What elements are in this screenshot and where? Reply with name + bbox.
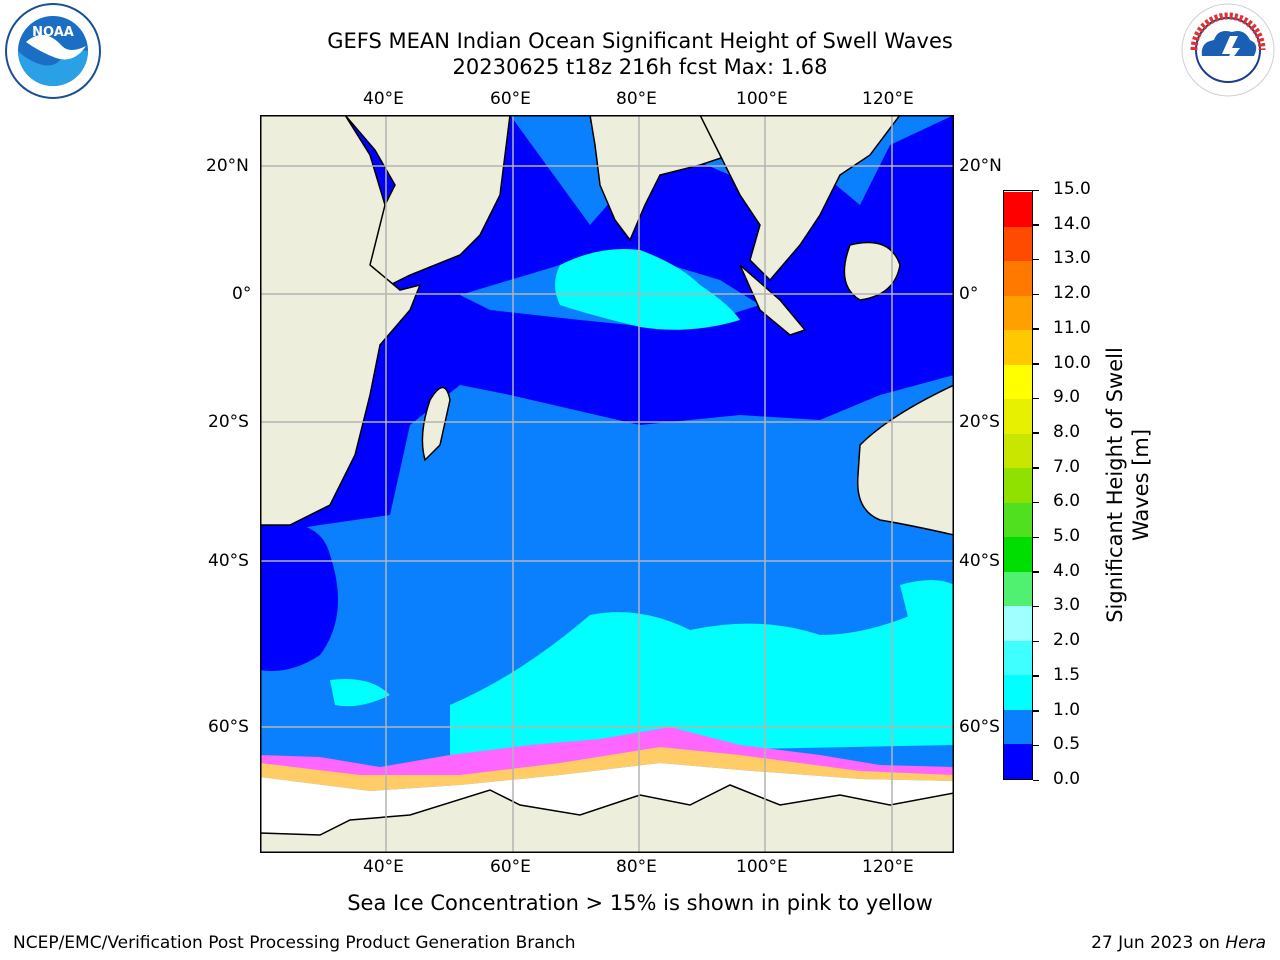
colorbar-label-line2: Waves [m] xyxy=(1129,428,1153,542)
colorbar-segment xyxy=(1004,605,1032,641)
colorbar-segment xyxy=(1004,536,1032,572)
map-title: GEFS MEAN Indian Ocean Significant Heigh… xyxy=(327,29,953,53)
noaa-logo-text: NOAA xyxy=(32,25,74,40)
colorbar xyxy=(1003,190,1033,780)
nws-logo xyxy=(1181,3,1275,97)
colorbar-tick-label: 15.0 xyxy=(1053,179,1091,199)
colorbar-tick-label: 5.0 xyxy=(1053,526,1081,547)
lon-label-bottom-120e: 120°E xyxy=(862,857,914,877)
map-subtitle: 20230625 t18z 216h fcst Max: 1.68 xyxy=(452,55,828,79)
lat-label-left-20s: 20°S xyxy=(208,412,249,432)
colorbar-tick-label: 2.0 xyxy=(1053,630,1081,651)
lon-label-bottom-60e: 60°E xyxy=(490,857,531,877)
map-frame xyxy=(260,115,954,853)
deep-blue-southwest xyxy=(260,523,338,671)
colorbar-tick-mark xyxy=(1033,536,1039,539)
lat-label-right-20s: 20°S xyxy=(959,412,1000,432)
footer-date-text: 27 Jun 2023 on xyxy=(1091,933,1226,953)
colorbar-tick-labels: 0.0 0.5 1.0 1.5 2.0 3.0 4.0 5.0 6.0 7.0 8.0 9.0 10.0… xyxy=(1033,179,1113,789)
colorbar-tick-mark xyxy=(1033,224,1039,226)
colorbar-tick-label: 13.0 xyxy=(1053,248,1091,269)
lon-label-top-80e: 80°E xyxy=(616,89,657,109)
colorbar-tick-label: 1.0 xyxy=(1053,699,1081,720)
colorbar-tick-label: 0.5 xyxy=(1053,734,1081,755)
cyan-south-small xyxy=(330,679,390,707)
colorbar-segment xyxy=(1004,260,1032,296)
colorbar-segment xyxy=(1004,226,1032,262)
colorbar-tick-label: 12.0 xyxy=(1053,283,1091,304)
lat-label-right-60s: 60°S xyxy=(959,717,1000,737)
colorbar-segment xyxy=(1004,502,1032,538)
colorbar-segment xyxy=(1004,674,1032,710)
colorbar-tick-label: 7.0 xyxy=(1053,456,1081,477)
lon-label-top-120e: 120°E xyxy=(862,89,914,109)
colorbar-tick-label: 9.0 xyxy=(1053,387,1081,408)
colorbar-tick-mark xyxy=(1033,571,1039,573)
colorbar-tick-mark xyxy=(1033,710,1039,712)
colorbar-tick-mark xyxy=(1033,397,1039,400)
colorbar-tick-label: 14.0 xyxy=(1053,213,1091,234)
lon-label-top-40e: 40°E xyxy=(363,89,404,109)
colorbar-segment xyxy=(1004,329,1032,365)
colorbar-segment xyxy=(1004,640,1032,676)
colorbar-tick-mark xyxy=(1033,779,1039,781)
cyan-equator xyxy=(555,249,740,330)
map-gridlines xyxy=(260,115,954,853)
colorbar-segment xyxy=(1004,709,1032,745)
lon-label-top-100e: 100°E xyxy=(736,89,788,109)
colorbar-tick-mark xyxy=(1033,189,1039,191)
colorbar-tick-label: 4.0 xyxy=(1053,560,1081,581)
cyan-south-east xyxy=(900,580,954,655)
colorbar-tick-mark xyxy=(1033,432,1039,434)
lon-label-bottom-40e: 40°E xyxy=(363,857,404,877)
lat-label-right-40s: 40°S xyxy=(959,551,1000,571)
footer-host: Hera xyxy=(1225,933,1266,953)
footer-branch: NCEP/EMC/Verification Post Processing Pr… xyxy=(13,933,576,953)
colorbar-segment xyxy=(1004,295,1032,331)
lon-label-top-60e: 60°E xyxy=(490,89,531,109)
colorbar-tick-label: 1.5 xyxy=(1053,664,1081,685)
lat-label-left-20n: 20°N xyxy=(206,156,249,176)
land-southeast-asia xyxy=(699,115,901,282)
lon-label-bottom-80e: 80°E xyxy=(616,857,657,877)
colorbar-tick-mark xyxy=(1033,744,1039,747)
sea-ice-edge-yellow xyxy=(260,747,954,791)
colorbar-label-line1: Significant Height of Swell xyxy=(1103,347,1127,623)
lat-label-left-0: 0° xyxy=(232,284,252,304)
land-antarctica xyxy=(260,784,954,853)
colorbar-tick-mark xyxy=(1033,675,1039,677)
colorbar-tick-label: 11.0 xyxy=(1053,317,1091,338)
colorbar-tick-mark xyxy=(1033,293,1039,296)
lat-label-left-40s: 40°S xyxy=(208,551,249,571)
colorbar-tick-mark xyxy=(1033,605,1039,608)
colorbar-tick-mark xyxy=(1033,467,1039,469)
colorbar-tick-label: 10.0 xyxy=(1053,352,1091,373)
lat-label-right-0: 0° xyxy=(959,284,979,304)
colorbar-tick-label: 8.0 xyxy=(1053,421,1081,442)
colorbar-segment xyxy=(1004,433,1032,469)
colorbar-tick-label: 0.0 xyxy=(1053,769,1081,789)
lat-label-right-20n: 20°N xyxy=(959,156,1002,176)
colorbar-segment xyxy=(1004,364,1032,400)
footer-date: 27 Jun 2023 on Hera xyxy=(1091,933,1266,953)
colorbar-segment xyxy=(1004,743,1032,779)
map-panel xyxy=(260,115,954,853)
colorbar-tick-mark xyxy=(1033,363,1039,365)
land-borneo xyxy=(843,241,901,301)
lon-label-bottom-100e: 100°E xyxy=(736,857,788,877)
colorbar-tick-mark xyxy=(1033,258,1039,261)
colorbar-tick-mark xyxy=(1033,640,1039,643)
colorbar-segment xyxy=(1004,191,1032,227)
colorbar-segment xyxy=(1004,571,1032,607)
lat-label-left-60s: 60°S xyxy=(208,717,249,737)
colorbar-tick-label: 6.0 xyxy=(1053,491,1081,512)
cyan-south xyxy=(450,595,954,755)
colorbar-segment xyxy=(1004,467,1032,503)
colorbar-tick-mark xyxy=(1033,501,1039,504)
noaa-logo: NOAA xyxy=(5,3,101,99)
colorbar-tick-label: 3.0 xyxy=(1053,595,1081,616)
colorbar-segment xyxy=(1004,398,1032,434)
colorbar-tick-mark xyxy=(1033,328,1039,330)
sea-ice-caption: Sea Ice Concentration > 15% is shown in … xyxy=(347,891,933,915)
